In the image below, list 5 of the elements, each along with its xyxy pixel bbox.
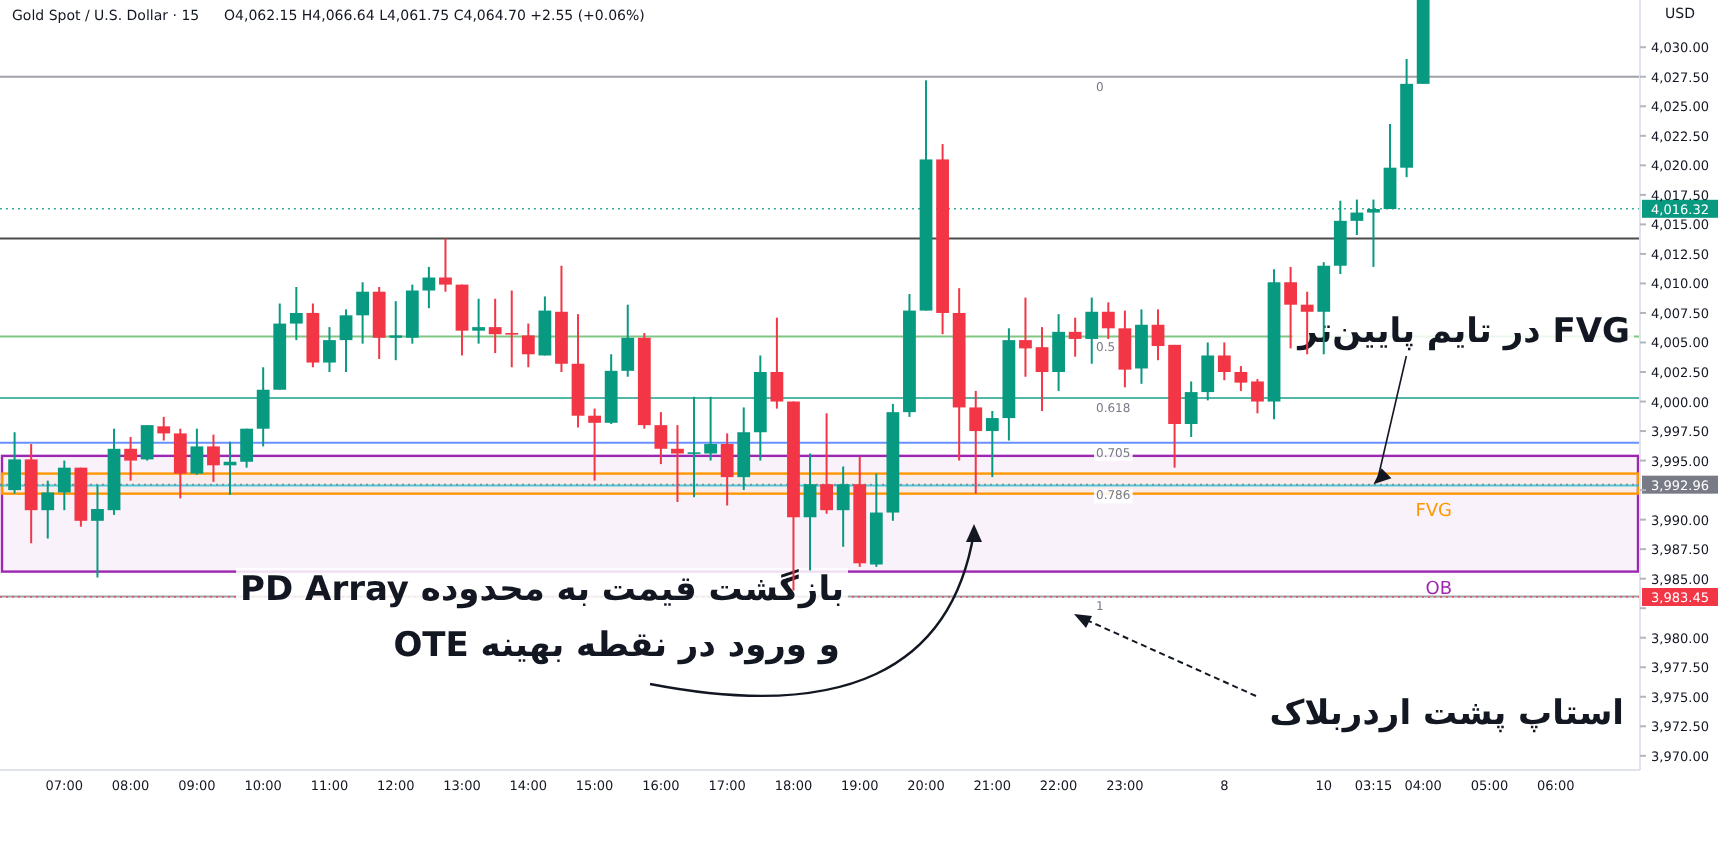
annotation: و ورود در نقطه بهینه OTE [393,626,840,666]
annotation: استاپ پشت اردربلاک [1269,694,1624,734]
annotation: بازگشت قیمت به محدوده PD Array [240,568,844,610]
band-label: OB [1425,579,1452,600]
band-label: FVG [1415,501,1453,522]
